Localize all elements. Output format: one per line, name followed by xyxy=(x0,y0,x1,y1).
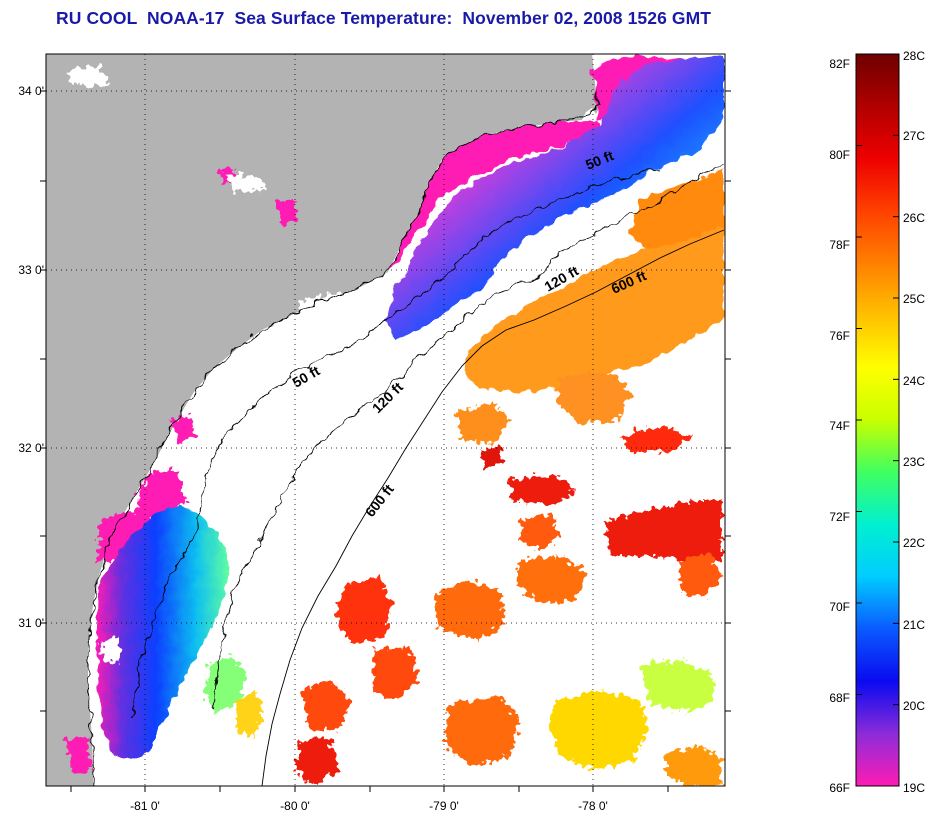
axis-ticks xyxy=(40,90,731,792)
celsius-label: 20C xyxy=(903,699,925,713)
fahrenheit-label: 66F xyxy=(829,781,850,795)
celsius-label: 27C xyxy=(903,129,925,143)
lat-label: 33 0' xyxy=(18,263,44,277)
graticule xyxy=(46,54,725,786)
fahrenheit-label: 68F xyxy=(829,691,850,705)
celsius-label: 21C xyxy=(903,618,925,632)
isobath-600ft xyxy=(261,229,725,786)
south-cold-water xyxy=(96,506,230,760)
celsius-label: 19C xyxy=(903,781,925,795)
offshore-warm-patch-1 xyxy=(556,372,632,424)
fahrenheit-label: 76F xyxy=(829,329,850,343)
lat-label: 34 0' xyxy=(18,84,44,98)
map-frame xyxy=(45,53,726,787)
map-plot-area xyxy=(46,54,725,786)
latitude-labels: 34 0' 33 0' 32 0' 31 0' xyxy=(18,84,44,630)
fahrenheit-label: 80F xyxy=(829,148,850,162)
celsius-label: 28C xyxy=(903,49,925,63)
celsius-label: 24C xyxy=(903,374,925,388)
offshore-warm-patch-2 xyxy=(456,402,510,444)
celsius-label: 22C xyxy=(903,536,925,550)
lon-label: -80 0' xyxy=(280,799,310,813)
lat-label: 32 0' xyxy=(18,441,44,455)
lon-label: -79 0' xyxy=(429,799,459,813)
southeast-orange-patch xyxy=(666,746,722,786)
fahrenheit-label: 74F xyxy=(829,419,850,433)
lon-label: -78 0' xyxy=(578,799,608,813)
fahrenheit-label: 78F xyxy=(829,238,850,252)
fahrenheit-label: 72F xyxy=(829,510,850,524)
land-cloud-blotches xyxy=(66,66,340,664)
north-cold-water xyxy=(386,56,724,340)
celsius-label: 25C xyxy=(903,292,925,306)
coastline xyxy=(87,91,601,786)
longitude-labels: -81 0' -80 0' -79 0' -78 0' xyxy=(130,799,608,813)
celsius-label: 26C xyxy=(903,211,925,225)
offshore-warm-north xyxy=(630,170,724,250)
southeast-yellow-patch xyxy=(548,690,648,770)
hot-water-patches xyxy=(296,426,722,786)
southeast-green-patch xyxy=(640,660,714,712)
fahrenheit-labels: 82F 80F 78F 76F 74F 72F 70F 68F 66F xyxy=(829,57,850,795)
colorbar-gradient xyxy=(855,53,900,787)
south-yellow-patch xyxy=(236,692,264,738)
celsius-label: 23C xyxy=(903,455,925,469)
land-mass xyxy=(46,54,600,786)
map-title: RU COOL NOAA-17 Sea Surface Temperature:… xyxy=(56,8,712,28)
fahrenheit-label: 82F xyxy=(829,57,850,71)
sst-map: 34 0' 33 0' 32 0' 31 0' -81 0' -80 0' -7… xyxy=(18,53,731,813)
isobath-50ft xyxy=(131,169,661,721)
lon-label: -81 0' xyxy=(130,799,160,813)
isobath-120ft xyxy=(213,163,725,711)
celsius-labels: 28C 27C 26C 25C 24C 23C 22C 21C 20C 19C xyxy=(903,49,925,795)
lat-label: 31 0' xyxy=(18,616,44,630)
fahrenheit-label: 70F xyxy=(829,600,850,614)
